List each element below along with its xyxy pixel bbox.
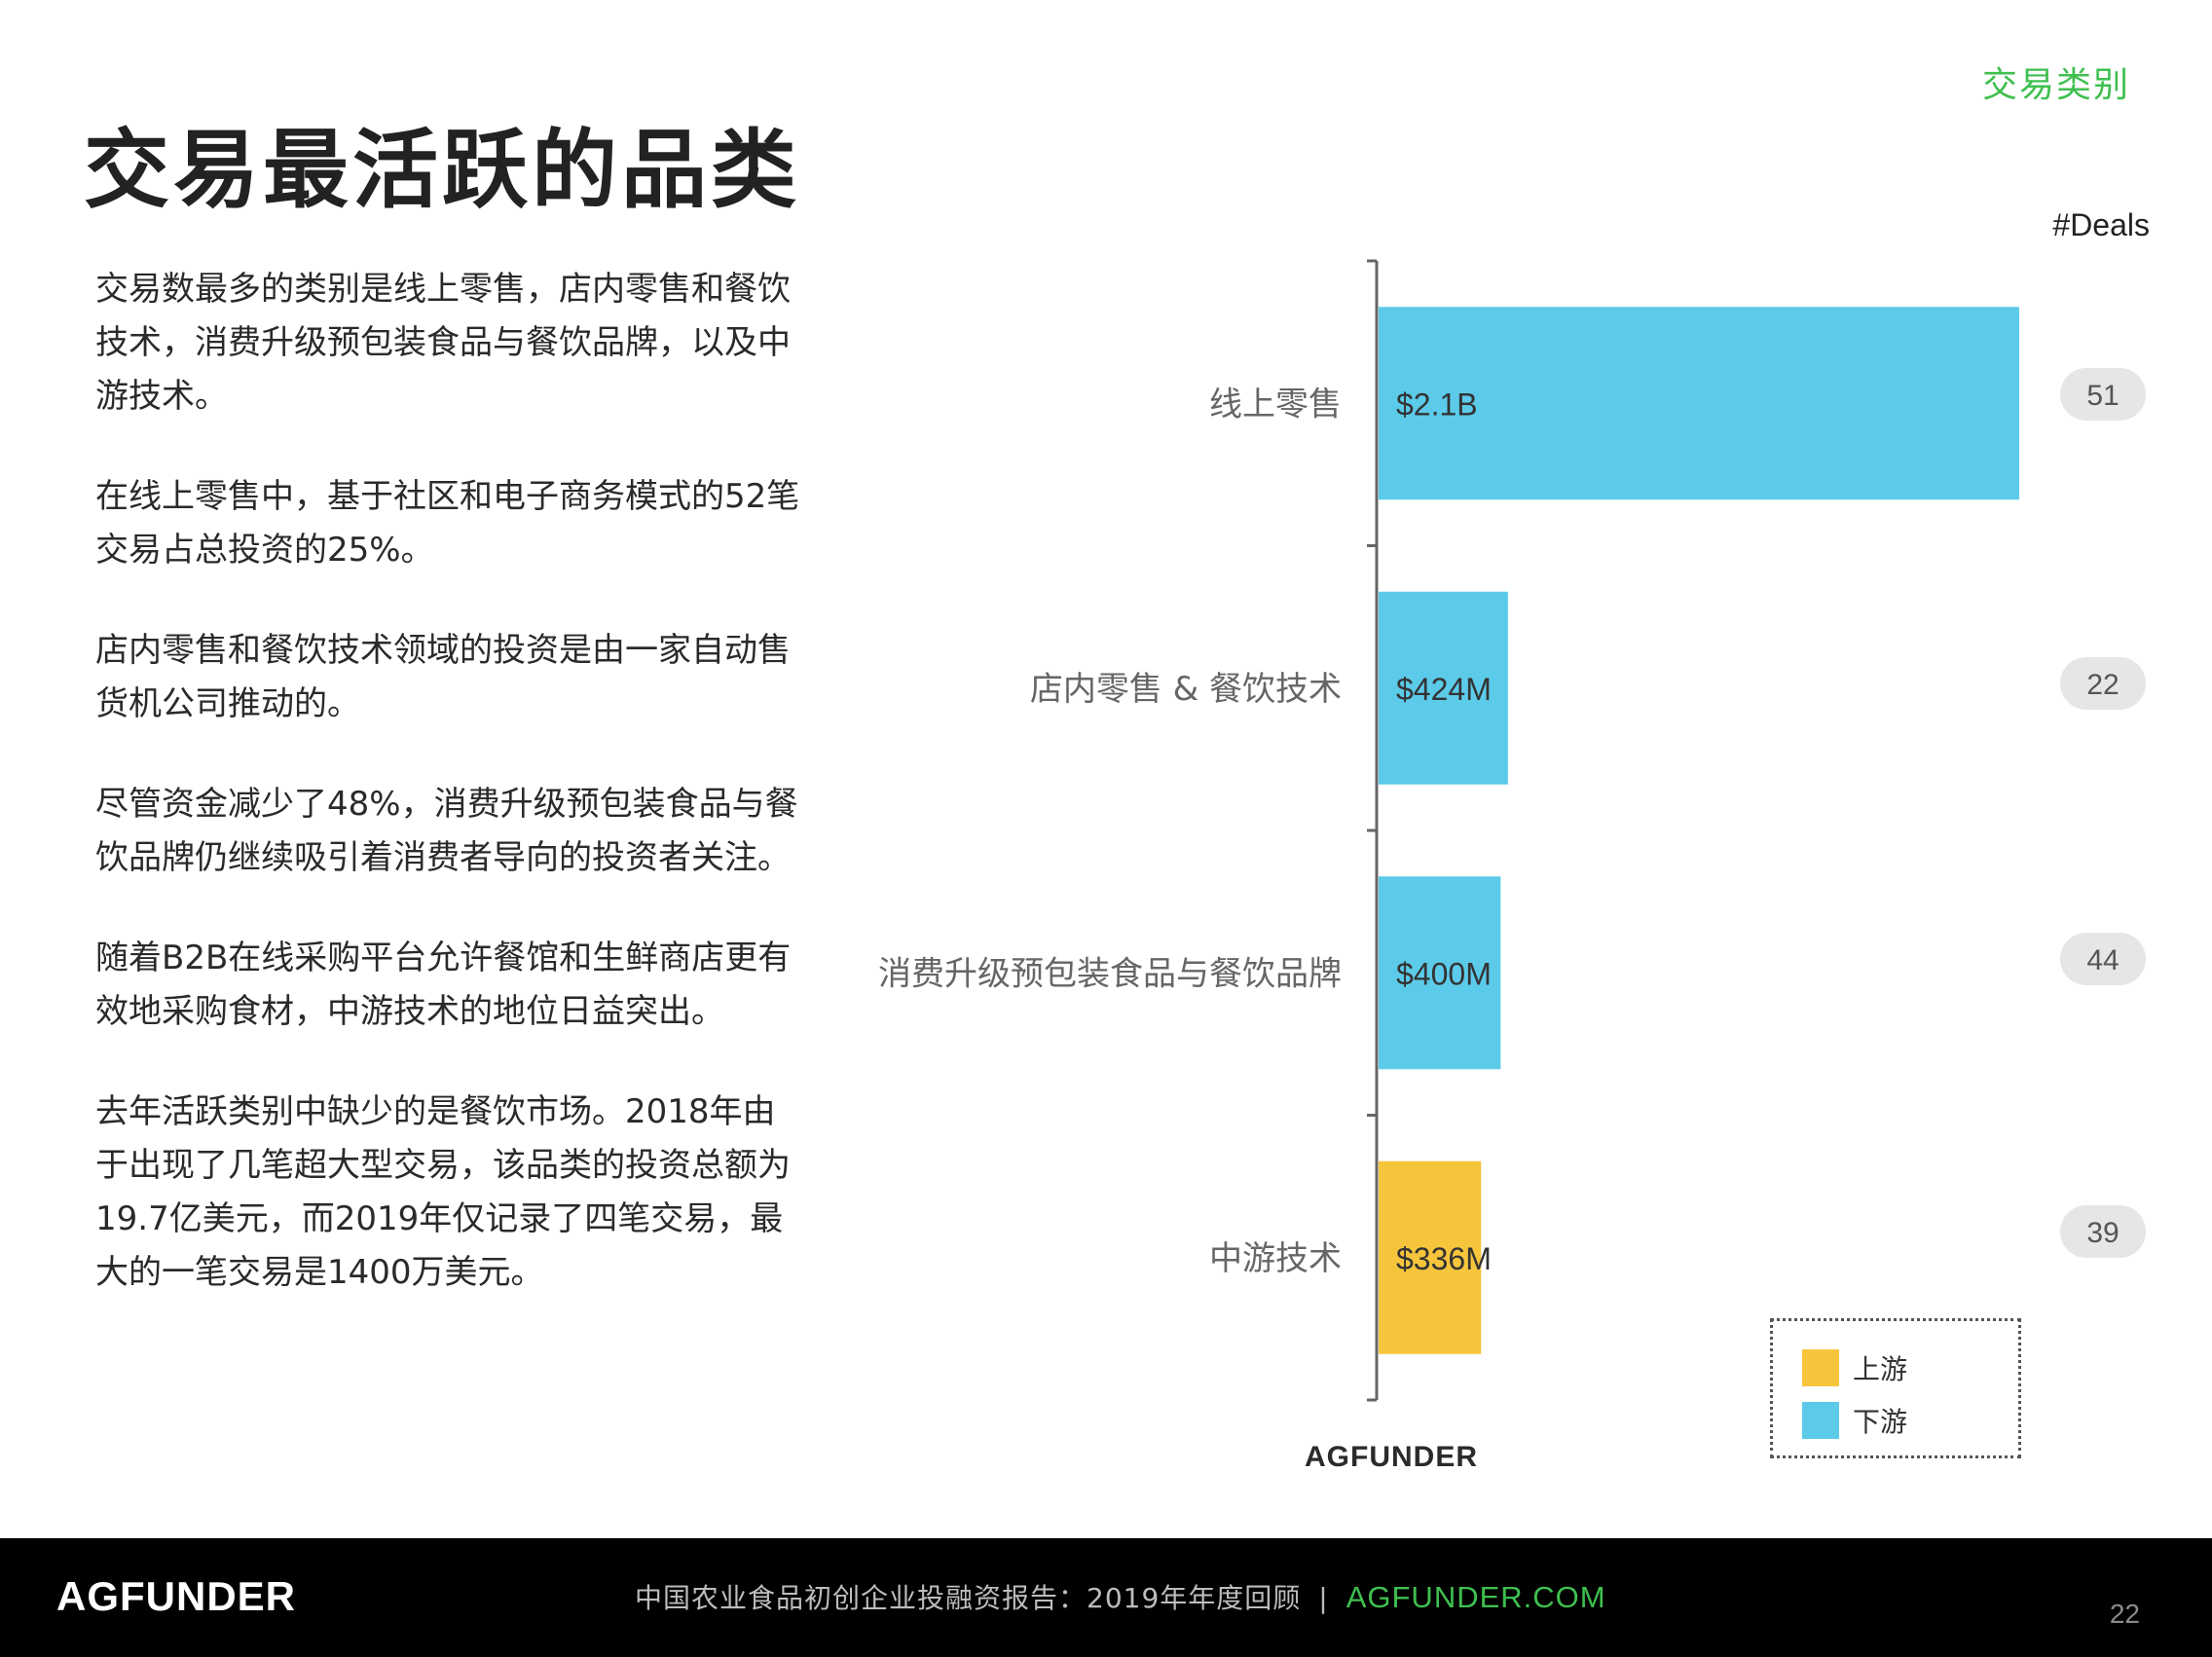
legend-swatch-downstream	[1802, 1402, 1839, 1439]
paragraph: 尽管资金减少了48%，消费升级预包装食品与餐饮品牌仍继续吸引着消费者导向的投资者…	[95, 785, 798, 877]
body-text: 交易数最多的类别是线上零售，店内零售和餐饮技术，消费升级预包装食品与餐饮品牌，以…	[95, 263, 806, 1346]
bar	[1379, 1160, 1482, 1354]
deals-count: 44	[2086, 944, 2119, 976]
page-title: 交易最活跃的品类	[84, 120, 801, 220]
category-label: 线上零售	[1209, 385, 1342, 423]
deals-header: #Deals	[2052, 207, 2150, 242]
deals-count: 51	[2086, 380, 2119, 412]
bar	[1379, 876, 1501, 1070]
bar-chart-svg: #Deals 线上零售 $2.1B 店内零售 & 餐饮技术 $424M 消费升级预包装食品…	[878, 207, 2150, 1402]
paragraph: 随着B2B在线采购平台允许餐馆和生鲜商店更有效地采购食材，中游技术的地位日益突出…	[95, 939, 792, 1031]
legend-swatch-upstream	[1802, 1349, 1839, 1386]
legend-label-upstream: 上游	[1853, 1353, 1908, 1385]
category-label: 店内零售 & 餐饮技术	[1030, 670, 1342, 709]
paragraph: 店内零售和餐饮技术领域的投资是由一家自动售货机公司推动的。	[95, 631, 791, 723]
legend-label-downstream: 下游	[1853, 1406, 1908, 1438]
bar-value-label: $336M	[1396, 1241, 1492, 1276]
bar	[1379, 307, 2019, 500]
footer-link[interactable]: AGFUNDER.COM	[1346, 1580, 1606, 1614]
footer-report-title: 中国农业食品初创企业投融资报告：2019年年度回顾	[635, 1582, 1302, 1614]
footer-logo: AGFUNDER	[56, 1573, 296, 1619]
bar-value-label: $2.1B	[1396, 387, 1478, 422]
footer: AGFUNDER 中国农业食品初创企业投融资报告：2019年年度回顾 | AGFUN…	[0, 1538, 2212, 1657]
category-label: 消费升级预包装食品与餐饮品牌	[878, 954, 1342, 993]
deals-pill	[2060, 657, 2146, 710]
chart-legend: 上游 下游	[1770, 1318, 2021, 1458]
deals-pill	[2060, 933, 2146, 985]
bar-chart: #Deals 线上零售 $2.1B 店内零售 & 餐饮技术 $424M 消费升级预包装食品…	[878, 207, 2150, 1402]
paragraph: 在线上零售中，基于社区和电子商务模式的52笔交易占总投资的25%。	[95, 477, 800, 570]
legend-item-downstream: 下游	[1802, 1401, 1907, 1440]
deals-pill	[2060, 368, 2146, 421]
deals-count: 39	[2086, 1217, 2119, 1249]
deals-pill	[2060, 1205, 2146, 1258]
footer-caption: 中国农业食品初创企业投融资报告：2019年年度回顾 | AGFUNDER.COM	[635, 1577, 1606, 1616]
chart-logo: AGFUNDER	[1305, 1441, 1478, 1473]
page-number: 22	[2109, 1599, 2140, 1629]
deals-count: 22	[2086, 669, 2119, 701]
bar-value-label: $400M	[1396, 956, 1492, 991]
bar-value-label: $424M	[1396, 672, 1492, 707]
paragraph: 交易数最多的类别是线上零售，店内零售和餐饮技术，消费升级预包装食品与餐饮品牌，以…	[95, 270, 791, 416]
bar	[1379, 591, 1508, 785]
section-tag: 交易类别	[1981, 65, 2130, 105]
paragraph: 去年活跃类别中缺少的是餐饮市场。2018年由于出现了几笔超大型交易，该品类的投资…	[95, 1092, 791, 1292]
legend-item-upstream: 上游	[1802, 1348, 1907, 1387]
footer-separator: |	[1318, 1582, 1329, 1614]
category-label: 中游技术	[1209, 1239, 1342, 1278]
